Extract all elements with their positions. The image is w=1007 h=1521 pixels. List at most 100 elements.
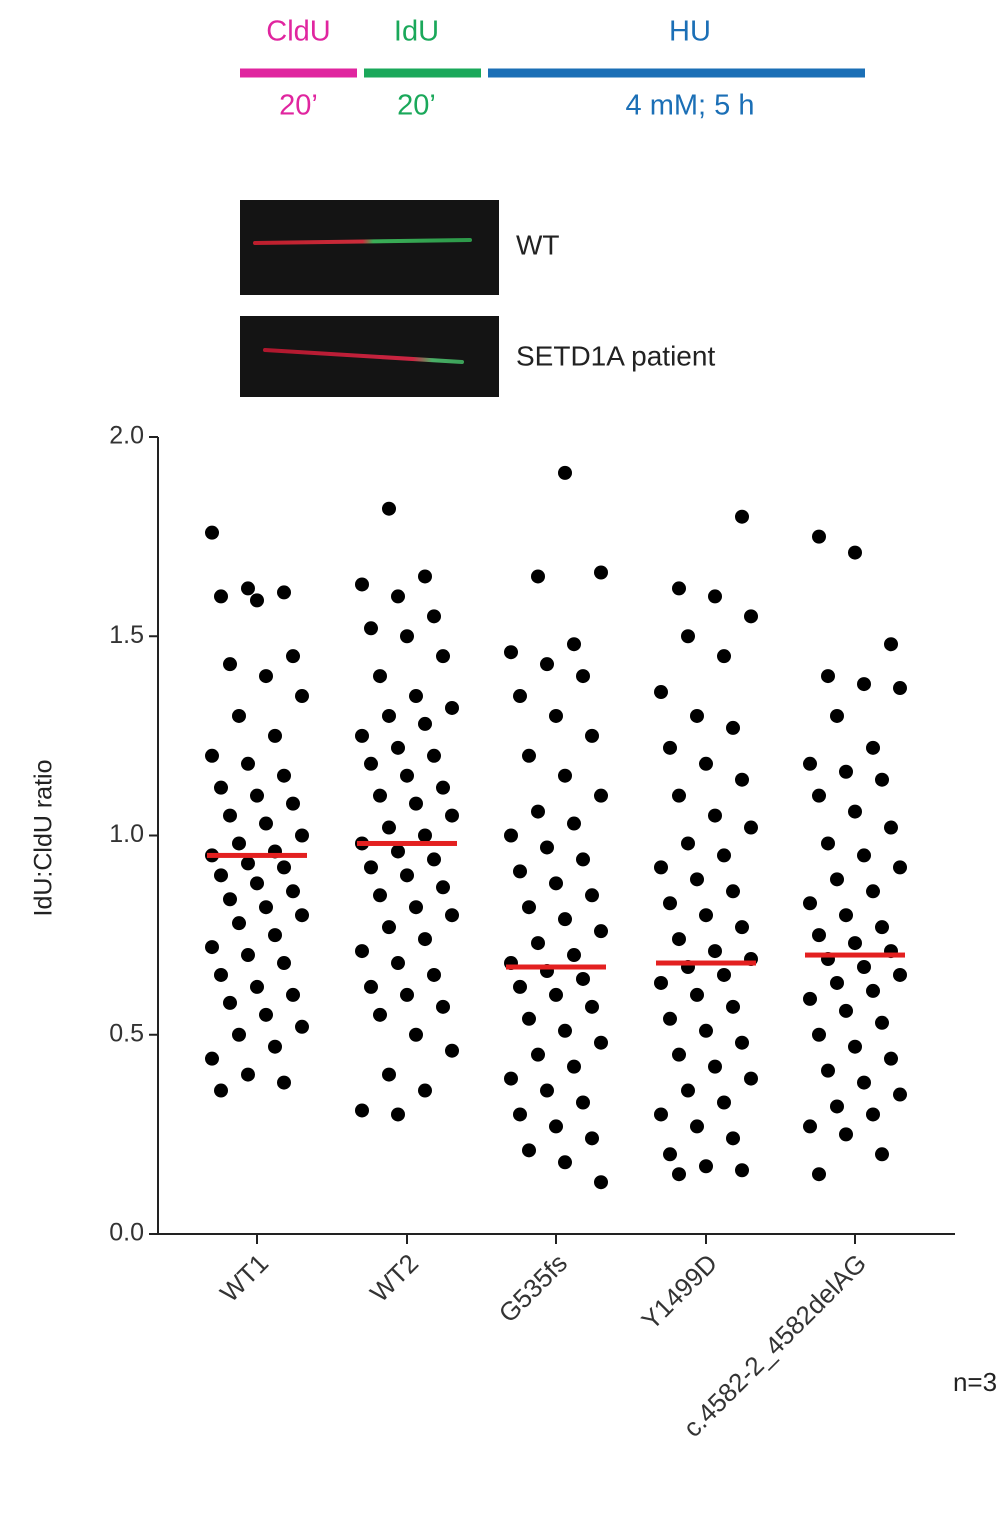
- data-point: [531, 805, 545, 819]
- data-point: [427, 749, 441, 763]
- data-point: [286, 884, 300, 898]
- data-point: [690, 872, 704, 886]
- data-point: [717, 968, 731, 982]
- data-point: [803, 757, 817, 771]
- data-point: [848, 805, 862, 819]
- data-point: [726, 721, 740, 735]
- data-point: [549, 1119, 563, 1133]
- data-point: [884, 1052, 898, 1066]
- data-point: [250, 980, 264, 994]
- x-tick-label: G535fs: [493, 1248, 573, 1328]
- data-point: [699, 757, 713, 771]
- data-point: [558, 466, 572, 480]
- data-point: [391, 1107, 405, 1121]
- data-point: [522, 1012, 536, 1026]
- y-tick-label: 1.5: [109, 621, 144, 649]
- data-point: [250, 876, 264, 890]
- data-point: [277, 860, 291, 874]
- y-tick-label: 0.0: [109, 1219, 144, 1247]
- data-point: [717, 1095, 731, 1109]
- data-point: [531, 1048, 545, 1062]
- schematic: CldU20’IdU20’HU4 mM; 5 h: [240, 16, 865, 122]
- data-point: [744, 1072, 758, 1086]
- data-point: [382, 502, 396, 516]
- data-point: [268, 729, 282, 743]
- page: {"schematic": { "steps": [ {"label": "Cl…: [0, 0, 1007, 1516]
- data-point: [681, 629, 695, 643]
- median-line: [805, 953, 905, 958]
- data-point: [681, 836, 695, 850]
- data-point: [672, 1167, 686, 1181]
- data-point: [409, 797, 423, 811]
- data-point: [418, 829, 432, 843]
- data-point: [355, 729, 369, 743]
- data-point: [409, 1028, 423, 1042]
- data-point: [884, 821, 898, 835]
- data-point: [558, 769, 572, 783]
- data-point: [277, 956, 291, 970]
- data-point: [812, 1167, 826, 1181]
- data-point: [400, 868, 414, 882]
- data-point: [699, 1159, 713, 1173]
- data-point: [223, 892, 237, 906]
- data-point: [567, 637, 581, 651]
- data-point: [735, 920, 749, 934]
- data-point: [205, 749, 219, 763]
- data-point: [522, 749, 536, 763]
- data-point: [893, 681, 907, 695]
- data-point: [848, 546, 862, 560]
- data-point: [875, 1147, 889, 1161]
- data-point: [576, 852, 590, 866]
- data-point: [364, 980, 378, 994]
- data-point: [400, 988, 414, 1002]
- data-point: [654, 1107, 668, 1121]
- data-point: [277, 769, 291, 783]
- data-point: [445, 908, 459, 922]
- x-tick-label: WT1: [214, 1248, 274, 1308]
- data-point: [418, 569, 432, 583]
- data-point: [567, 817, 581, 831]
- data-point: [241, 856, 255, 870]
- data-point: [364, 860, 378, 874]
- data-point: [708, 589, 722, 603]
- data-point: [672, 789, 686, 803]
- data-point: [866, 1107, 880, 1121]
- data-point: [382, 920, 396, 934]
- data-point: [839, 908, 853, 922]
- data-point: [576, 1095, 590, 1109]
- data-point: [418, 1084, 432, 1098]
- data-point: [866, 884, 880, 898]
- data-point: [504, 645, 518, 659]
- data-point: [576, 972, 590, 986]
- treatment-label: HU: [669, 16, 711, 48]
- data-point: [690, 1119, 704, 1133]
- data-point: [558, 1155, 572, 1169]
- data-point: [663, 1147, 677, 1161]
- data-point: [585, 888, 599, 902]
- data-point: [436, 649, 450, 663]
- data-point: [205, 1052, 219, 1066]
- data-point: [866, 984, 880, 998]
- data-point: [531, 936, 545, 950]
- data-point: [735, 773, 749, 787]
- median-line: [656, 961, 756, 966]
- data-point: [549, 988, 563, 1002]
- y-tick-label: 0.5: [109, 1019, 144, 1047]
- data-point: [726, 1131, 740, 1145]
- data-point: [585, 1000, 599, 1014]
- data-point: [663, 741, 677, 755]
- data-point: [232, 836, 246, 850]
- data-point: [373, 789, 387, 803]
- data-point: [355, 1103, 369, 1117]
- data-point: [504, 1072, 518, 1086]
- data-point: [830, 976, 844, 990]
- data-point: [513, 864, 527, 878]
- data-point: [726, 1000, 740, 1014]
- data-point: [567, 1060, 581, 1074]
- data-point: [436, 880, 450, 894]
- data-point: [513, 1107, 527, 1121]
- data-point: [436, 1000, 450, 1014]
- data-point: [214, 589, 228, 603]
- data-point: [848, 936, 862, 950]
- data-point: [812, 1028, 826, 1042]
